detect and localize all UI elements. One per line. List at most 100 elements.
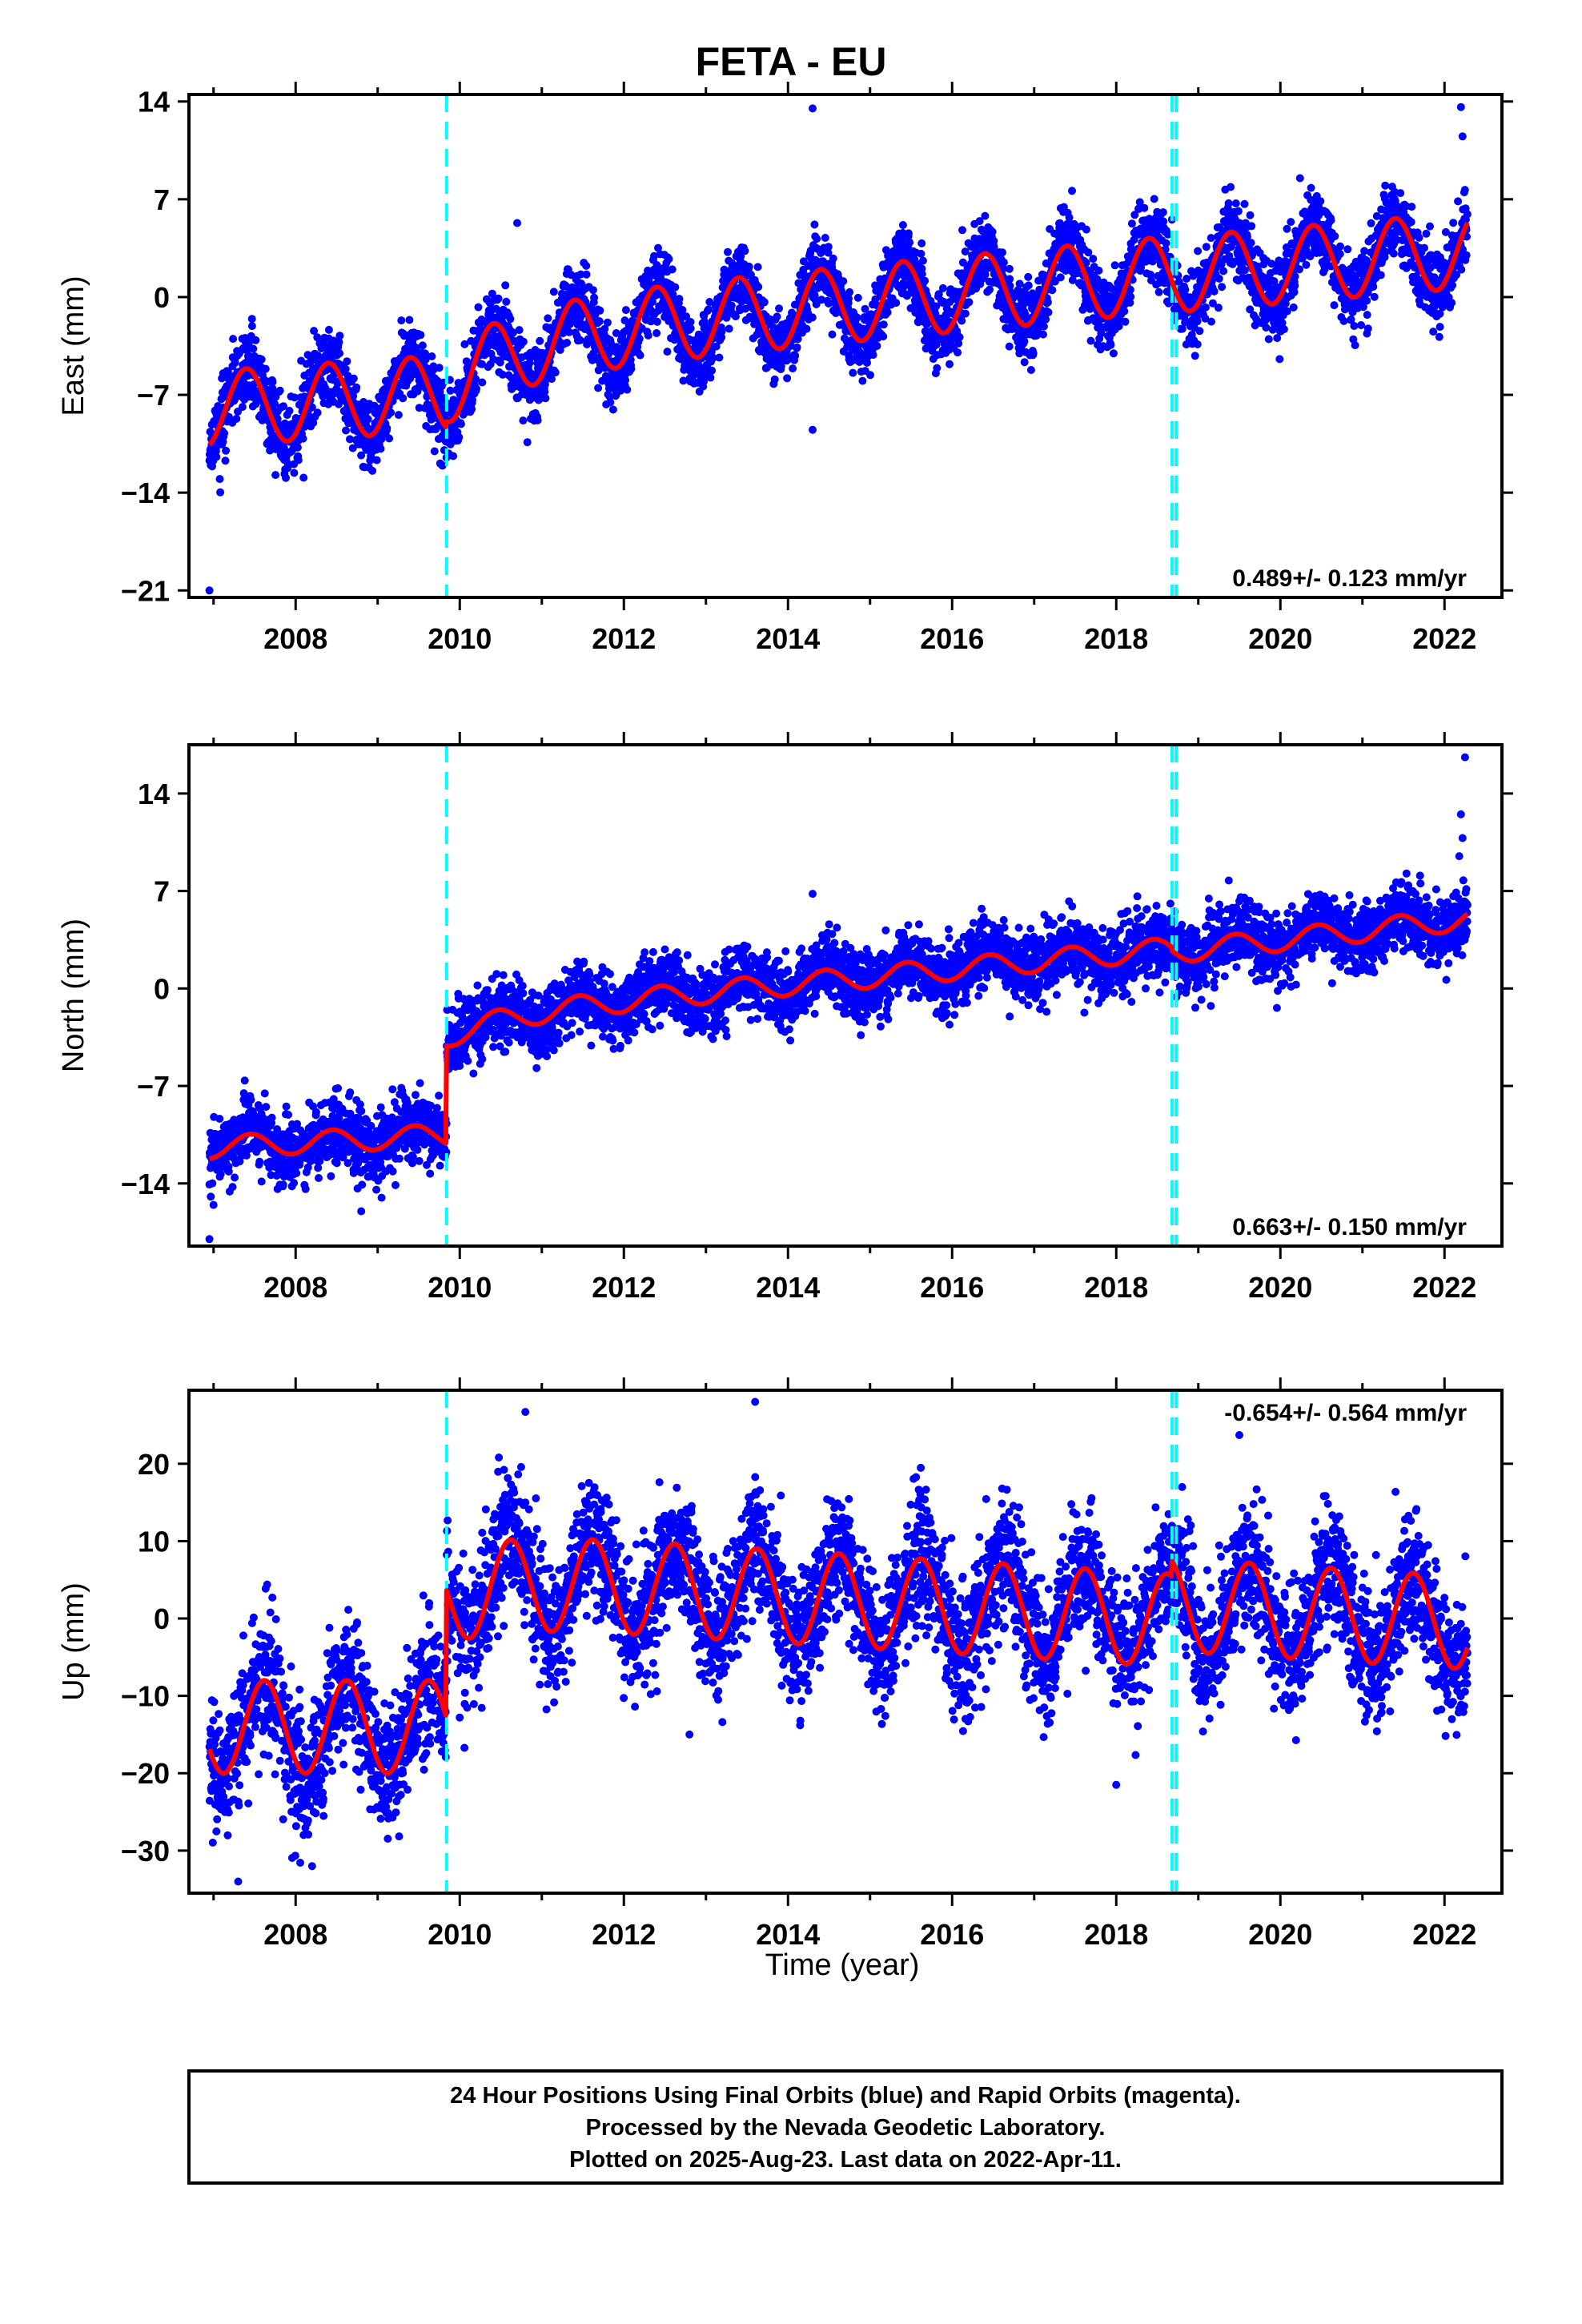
data-point [608,405,617,414]
data-point [449,452,458,460]
data-point [1084,248,1093,257]
data-point [576,270,585,279]
data-point [488,289,496,298]
data-point [717,327,726,336]
data-point [813,235,821,243]
data-point [544,314,552,323]
data-point [829,254,837,263]
data-point [1407,218,1415,227]
data-point [1005,342,1014,351]
data-point [603,318,612,327]
data-point [1357,321,1366,329]
data-point [1291,272,1299,281]
data-point [958,226,966,235]
data-point [212,452,221,461]
data-point [223,368,232,376]
data-point [251,336,260,344]
data-point [1106,340,1115,349]
data-point [708,366,717,375]
data-point [892,299,901,308]
data-point [1207,234,1215,243]
data-point [335,349,344,358]
data-point [1126,292,1135,301]
data-point [724,247,732,256]
data-point [879,332,888,341]
data-point [1246,211,1255,219]
data-point [519,416,528,425]
data-point [1240,199,1249,208]
data-point [217,395,226,404]
data-point [590,293,599,302]
data-point [271,471,280,480]
data-point [383,424,391,432]
data-point [1195,327,1204,336]
data-point [824,243,833,251]
data-point [247,315,256,324]
data-point [1234,207,1243,215]
east-panel: 2008 2010 2012 2014 2016 2018 2020 20221470−7−1… [57,82,1513,655]
data-point [1264,335,1273,344]
data-point [525,359,534,368]
data-point [279,402,287,411]
data-point [789,364,797,373]
data-point [986,285,994,294]
data-point [501,281,510,290]
data-point [455,433,464,441]
data-point [1247,222,1256,231]
data-point [647,317,656,326]
data-point [548,375,556,384]
data-point [324,325,333,334]
data-point [961,309,970,318]
data-point [793,343,801,352]
data-point [904,229,913,238]
data-point [348,444,357,452]
data-point [717,333,726,342]
data-point [873,342,881,350]
data-point [494,294,503,303]
data-point [821,234,829,242]
data-point [1207,317,1215,326]
data-point [1367,219,1375,227]
data-point [387,408,396,417]
data-point [650,251,658,260]
data-point [737,297,746,306]
data-point [271,400,279,408]
data-point [1415,233,1423,242]
data-point [220,429,229,437]
data-point [1215,274,1223,283]
data-point [965,298,974,307]
data-point [1068,187,1076,195]
data-point [773,312,781,321]
data-point [1376,271,1385,279]
data-point [621,376,630,384]
data-point [636,351,644,360]
data-point [576,336,584,344]
data-point [933,364,942,372]
data-point [1191,352,1199,360]
data-point [1350,322,1359,330]
data-point [725,324,733,333]
data-point [1287,218,1295,227]
data-point [313,408,322,417]
data-point [376,444,385,453]
data-point [745,262,753,271]
data-point [468,405,476,413]
data-point [438,461,447,470]
data-point [541,394,550,403]
data-point [1370,292,1379,301]
data-point [665,255,673,263]
data-point [595,317,604,326]
data-point [352,383,361,392]
data-point [221,456,230,465]
data-point [1295,174,1304,183]
data-point [231,358,239,367]
data-point [247,322,256,331]
data-point [563,339,572,347]
data-point [958,316,966,325]
data-point [582,261,591,270]
data-point [502,297,511,306]
data-point [704,305,713,314]
data-point [988,227,997,236]
data-point [564,328,573,336]
data-point [346,435,354,444]
